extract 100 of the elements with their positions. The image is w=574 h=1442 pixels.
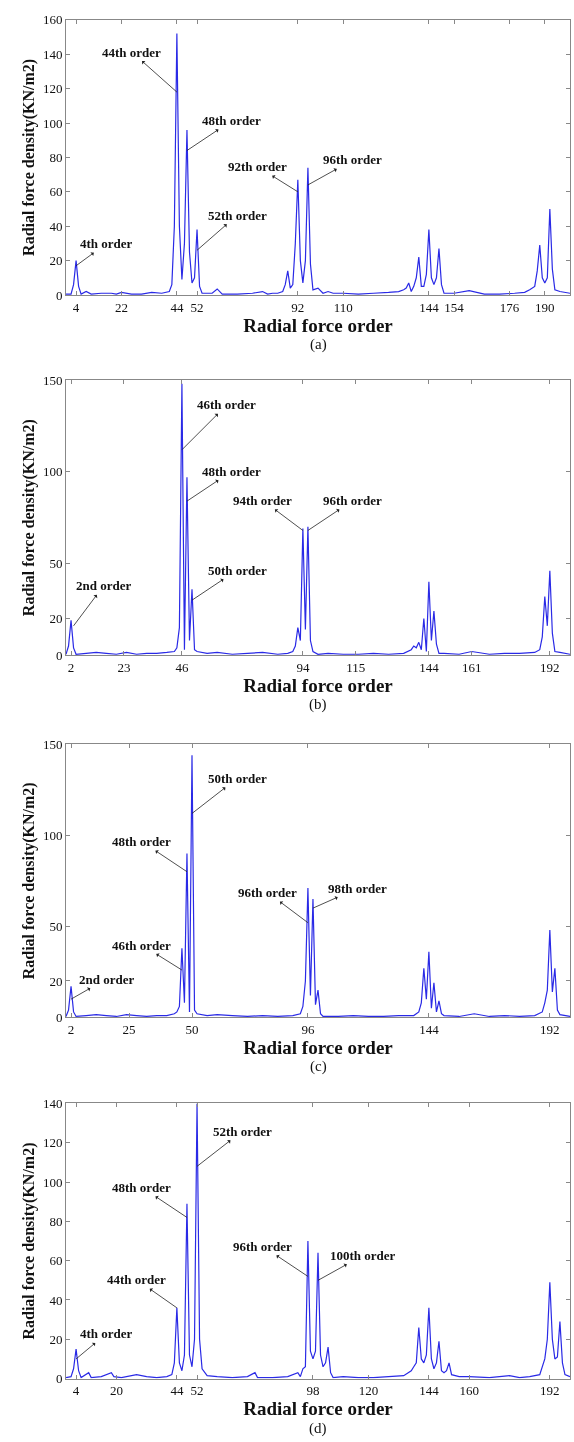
annotation: 96th order <box>238 885 298 900</box>
y-tick-label: 0 <box>55 1371 63 1387</box>
annotation: 2nd order <box>76 578 132 593</box>
x-tick-label: 44 <box>170 1383 184 1399</box>
y-tick-label: 20 <box>49 973 63 989</box>
annotation: 96th order <box>233 1239 293 1254</box>
x-tick-label: 44 <box>170 299 184 315</box>
x-tick-label: 192 <box>540 1021 560 1037</box>
x-tick-label: 25 <box>122 1021 136 1037</box>
x-tick-label: 4 <box>72 299 80 315</box>
y-tick-label: 80 <box>49 149 63 165</box>
y-tick-label: 120 <box>42 81 63 97</box>
x-tick-label: 144 <box>419 659 440 675</box>
annotation: 48th order <box>202 464 262 479</box>
text: (c) <box>310 1058 327 1075</box>
x-tick-label: 96 <box>301 1021 315 1037</box>
x-tick-label: 176 <box>499 299 520 315</box>
y-tick-label: 0 <box>55 287 63 303</box>
y-tick-label: 100 <box>42 827 63 843</box>
y-tick-label: 100 <box>42 115 63 131</box>
x-axis-title: Radial force order <box>243 1036 394 1058</box>
y-tick-label: 140 <box>42 46 63 62</box>
text: (a) <box>310 336 327 353</box>
annotation: 96th order <box>323 493 383 508</box>
annotation: 2nd order <box>79 972 135 987</box>
annotation: 46th order <box>112 938 172 953</box>
y-axis-title: Radial force density(KN/m2) <box>19 419 38 617</box>
annotation: 52th order <box>208 208 268 223</box>
x-tick-label: 110 <box>333 299 353 315</box>
y-axis-title: Radial force density(KN/m2) <box>19 1142 38 1340</box>
x-tick-label: 22 <box>114 299 128 315</box>
y-tick-label: 40 <box>49 218 63 234</box>
x-tick-label: 192 <box>540 659 560 675</box>
y-tick-label: 60 <box>49 184 63 200</box>
line-series <box>66 383 570 655</box>
y-tick-label: 100 <box>42 1174 63 1190</box>
y-tick-label: 120 <box>42 1135 63 1151</box>
x-axis-title: Radial force order <box>243 674 394 696</box>
annotation: 44th order <box>107 1272 167 1287</box>
annotation: 48th order <box>112 834 172 849</box>
annotation: 4th order <box>80 236 133 251</box>
y-tick-label: 150 <box>42 736 63 752</box>
y-tick-label: 50 <box>49 556 63 572</box>
x-tick-label: 190 <box>535 299 555 315</box>
x-tick-label: 161 <box>461 659 482 675</box>
x-tick-label: 160 <box>459 1383 479 1399</box>
x-tick-label: 120 <box>358 1383 379 1399</box>
x-tick-label: 23 <box>117 659 131 675</box>
annotation: 98th order <box>328 881 388 896</box>
y-tick-label: 20 <box>49 1331 63 1347</box>
y-axis-title: Radial force density(KN/m2) <box>19 58 38 256</box>
y-tick-label: 160 <box>42 12 63 28</box>
annotation: 52th order <box>213 1124 273 1139</box>
annotation: 48th order <box>202 113 262 128</box>
x-tick-label: 20 <box>109 1383 123 1399</box>
y-tick-label: 20 <box>49 253 63 269</box>
x-tick-label: 144 <box>419 1021 440 1037</box>
y-tick-label: 150 <box>42 372 63 388</box>
text: (d) <box>309 1420 327 1437</box>
x-tick-label: 46 <box>175 659 189 675</box>
line-series <box>66 33 570 295</box>
x-tick-label: 2 <box>67 1021 75 1037</box>
y-tick-label: 140 <box>42 1096 63 1112</box>
y-tick-label: 0 <box>55 1009 63 1025</box>
line-series <box>66 754 570 1018</box>
annotation: 44th order <box>102 45 162 60</box>
x-axis-title: Radial force order <box>243 314 394 336</box>
annotation: 96th order <box>323 152 383 167</box>
annotation: 4th order <box>80 1326 133 1341</box>
y-axis-title: Radial force density(KN/m2) <box>19 782 38 980</box>
x-tick-label: 115 <box>346 659 366 675</box>
annotation: 48th order <box>112 1180 172 1195</box>
x-tick-label: 154 <box>444 299 465 315</box>
y-tick-label: 40 <box>49 1292 63 1308</box>
y-tick-label: 60 <box>49 1253 63 1269</box>
x-tick-label: 92 <box>291 299 305 315</box>
x-tick-label: 98 <box>306 1383 320 1399</box>
x-axis-title: Radial force order <box>243 1398 394 1420</box>
annotation: 92th order <box>228 159 288 174</box>
annotation: 100th order <box>330 1248 396 1263</box>
x-tick-label: 94 <box>296 659 310 675</box>
x-tick-label: 4 <box>72 1383 80 1399</box>
x-tick-label: 52 <box>190 1383 204 1399</box>
y-tick-label: 20 <box>49 611 63 627</box>
annotation: 50th order <box>208 771 268 786</box>
annotation: 50th order <box>208 563 268 578</box>
y-tick-label: 100 <box>42 464 63 480</box>
x-tick-label: 192 <box>540 1383 560 1399</box>
x-tick-label: 52 <box>190 299 204 315</box>
x-tick-label: 144 <box>419 299 440 315</box>
x-tick-label: 2 <box>67 659 75 675</box>
annotation: 94th order <box>233 493 293 508</box>
text: (b) <box>309 696 327 713</box>
y-tick-label: 80 <box>49 1213 63 1229</box>
y-tick-label: 0 <box>55 647 63 663</box>
x-tick-label: 50 <box>185 1021 199 1037</box>
line-series <box>66 1103 570 1379</box>
y-tick-label: 50 <box>49 918 63 934</box>
x-tick-label: 144 <box>419 1383 440 1399</box>
annotation: 46th order <box>197 397 257 412</box>
